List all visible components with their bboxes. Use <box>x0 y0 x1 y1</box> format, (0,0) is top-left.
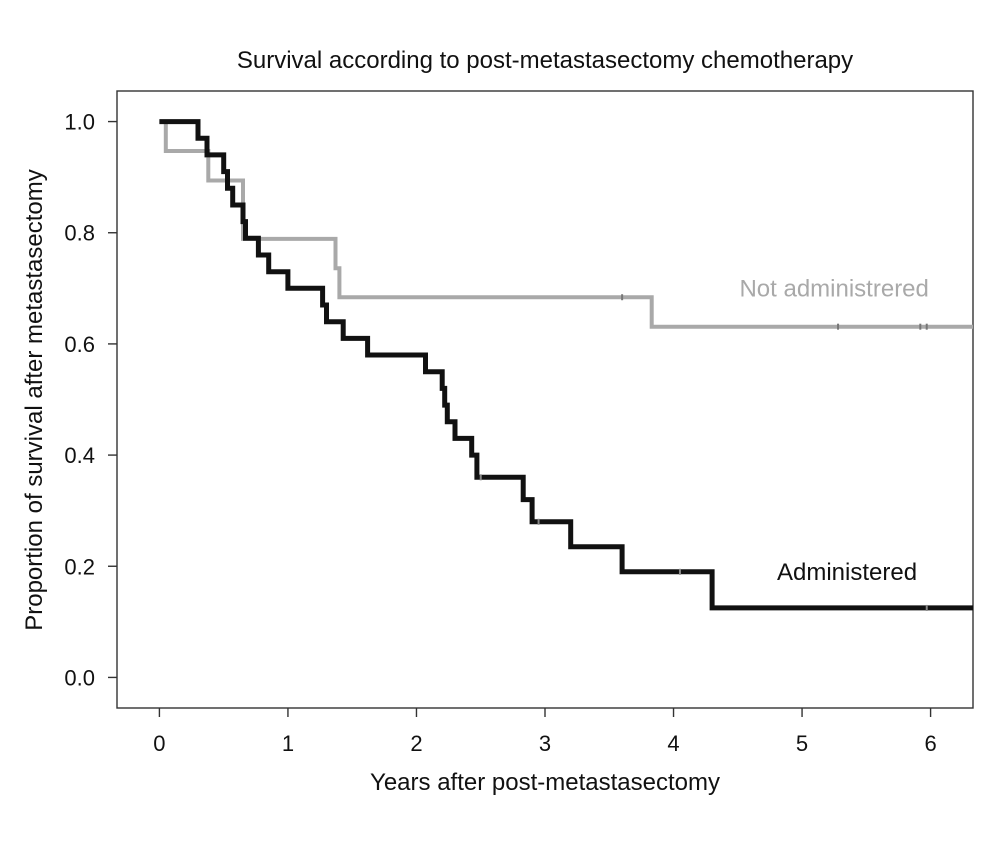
y-tick-label: 0.4 <box>64 443 95 468</box>
y-tick-label: 0.6 <box>64 332 95 357</box>
y-tick-label: 0.0 <box>64 665 95 690</box>
x-tick-label: 5 <box>796 731 808 756</box>
y-axis-label: Proportion of survival after metastasect… <box>21 169 48 631</box>
plot-border <box>116 90 974 709</box>
series-layer <box>159 119 973 611</box>
x-axis: 0 1 2 3 4 5 6 <box>153 708 937 756</box>
y-tick-label: 0.2 <box>64 554 95 579</box>
x-tick-label: 0 <box>153 731 165 756</box>
x-tick-label: 1 <box>282 731 294 756</box>
y-axis: 0.0 0.2 0.4 0.6 0.8 1.0 <box>64 110 117 690</box>
series-labels: Not administrered Administered <box>739 276 928 586</box>
chart-title: Survival according to post-metastasectom… <box>237 47 853 74</box>
x-tick-label: 3 <box>539 731 551 756</box>
x-tick-label: 6 <box>924 731 936 756</box>
x-axis-label: Years after post-metastasectomy <box>370 769 720 796</box>
y-tick-label: 1.0 <box>64 110 95 135</box>
series-label-not-administrered: Not administrered <box>739 276 928 303</box>
x-tick-label: 2 <box>410 731 422 756</box>
y-tick-label: 0.8 <box>64 221 95 246</box>
plot-frame <box>116 90 974 709</box>
series-line-administered <box>159 119 973 611</box>
x-tick-label: 4 <box>667 731 679 756</box>
series-label-administered: Administered <box>777 559 917 586</box>
